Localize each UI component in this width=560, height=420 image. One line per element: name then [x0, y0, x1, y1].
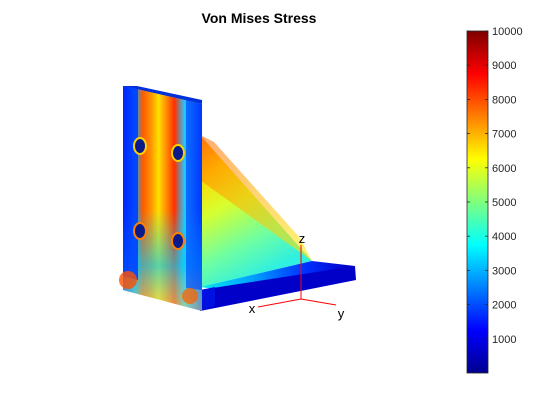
colorbar-tick-label: 4000	[492, 231, 516, 243]
bracket-model	[119, 86, 356, 311]
colorbar: 1000 2000 3000 4000 5000 6000 7000 8000 9000 1000…	[466, 26, 523, 374]
triad-y-line	[300, 298, 337, 306]
gusset-edge-highlight	[200, 135, 312, 261]
hotspot-bottom-left	[119, 271, 137, 289]
colorbar-tick-label: 3000	[492, 265, 516, 277]
triad-y-label: y	[338, 306, 345, 321]
colorbar-tick-label: 2000	[492, 300, 516, 312]
base-plate-front-end	[200, 287, 215, 311]
colorbar-tick-label: 10000	[492, 26, 523, 38]
colorbar-tick-label: 6000	[492, 163, 516, 175]
colorbar-tick-label: 5000	[492, 197, 516, 209]
hotspot-bottom-right	[182, 288, 198, 304]
colorbar-tick-label: 1000	[492, 334, 516, 346]
colorbar-tick-label: 8000	[492, 94, 516, 106]
base-plate-front	[200, 266, 356, 311]
colorbar-ticks: 1000 2000 3000 4000 5000 6000 7000 8000 9000 1000…	[467, 26, 523, 346]
triad-z-label: z	[299, 231, 306, 246]
triad-x-line	[257, 298, 302, 308]
colorbar-tick-label: 7000	[492, 129, 516, 141]
triad-x-label: x	[249, 301, 256, 316]
back-plate-right-band	[186, 100, 202, 290]
axes-triad: x y z	[249, 231, 345, 321]
colorbar-gradient	[467, 31, 488, 373]
colorbar-tick-label: 9000	[492, 60, 516, 72]
bolt-holes	[133, 137, 185, 250]
back-plate-left-band	[123, 86, 138, 280]
chart-title: Von Mises Stress	[202, 10, 317, 26]
